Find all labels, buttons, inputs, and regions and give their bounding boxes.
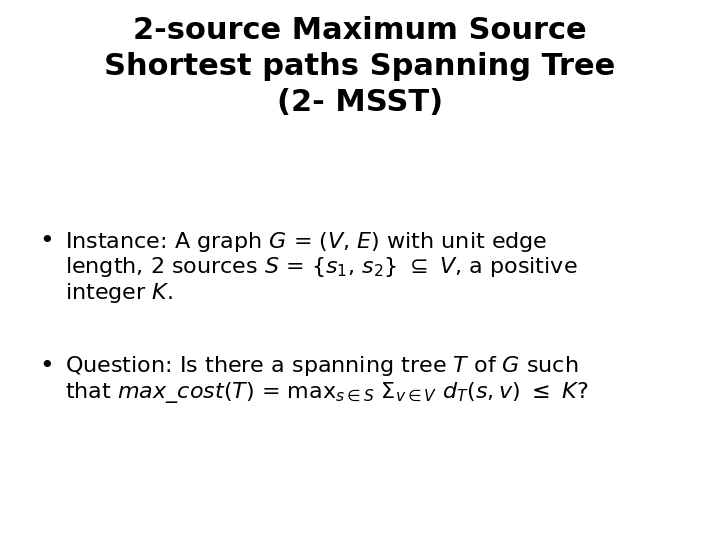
Text: that $\mathit{max\_cost}$($T$) = max$_{s\in S}$ $\Sigma_{v\in V}$ $d_T$($s,v$) $: that $\mathit{max\_cost}$($T$) = max$_{s… — [65, 380, 588, 404]
Text: •: • — [40, 230, 54, 253]
Text: Question: Is there a spanning tree $T$ of $G$ such: Question: Is there a spanning tree $T$ o… — [65, 354, 578, 377]
Text: 2-source Maximum Source
Shortest paths Spanning Tree
(2- MSST): 2-source Maximum Source Shortest paths S… — [104, 16, 616, 117]
Text: length, 2 sources $S$ = {$s_1$, $s_2$} $\subseteq$ $V$, a positive: length, 2 sources $S$ = {$s_1$, $s_2$} $… — [65, 255, 577, 279]
Text: •: • — [40, 354, 54, 377]
Text: Instance: A graph $G$ = ($V$, $E$) with unit edge: Instance: A graph $G$ = ($V$, $E$) with … — [65, 230, 547, 253]
Text: integer $K$.: integer $K$. — [65, 281, 173, 305]
